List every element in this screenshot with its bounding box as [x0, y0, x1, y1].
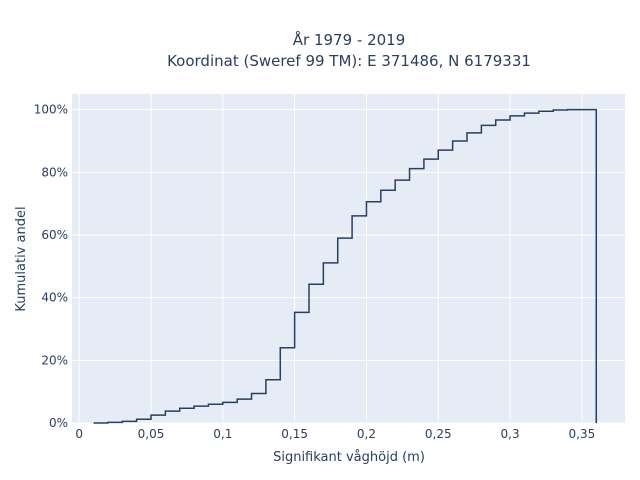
x-tick-label: 0,1	[213, 427, 232, 441]
tick-labels: 0 0,05 0,1 0,15 0,2 0,25 0,3 0,35 0% 20% 40% 60% 80%…	[34, 103, 596, 441]
x-tick-label: 0,15	[281, 427, 308, 441]
cumulative-step-line	[93, 108, 598, 424]
x-tick-label: 0,25	[425, 427, 452, 441]
y-tick-label: 100%	[34, 103, 68, 117]
chart-title: År 1979 - 2019	[293, 30, 406, 49]
x-tick-label: 0,3	[501, 427, 520, 441]
y-tick-label: 40%	[41, 291, 68, 305]
y-axis-label: Kumulativ andel	[14, 206, 29, 311]
y-tick-label: 20%	[41, 353, 68, 367]
grid	[72, 94, 625, 424]
chart-subtitle: Koordinat (Sweref 99 TM): E 371486, N 61…	[167, 52, 531, 70]
x-tick-label: 0,05	[138, 427, 165, 441]
x-tick-label: 0	[75, 427, 83, 441]
plot-area	[72, 94, 625, 423]
y-tick-label: 80%	[41, 165, 68, 179]
y-tick-label: 0%	[49, 416, 68, 430]
y-tick-label: 60%	[41, 228, 68, 242]
x-tick-label: 0,2	[357, 427, 376, 441]
x-axis-label: Signifikant våghöjd (m)	[273, 450, 425, 465]
x-tick-label: 0,35	[569, 427, 596, 441]
